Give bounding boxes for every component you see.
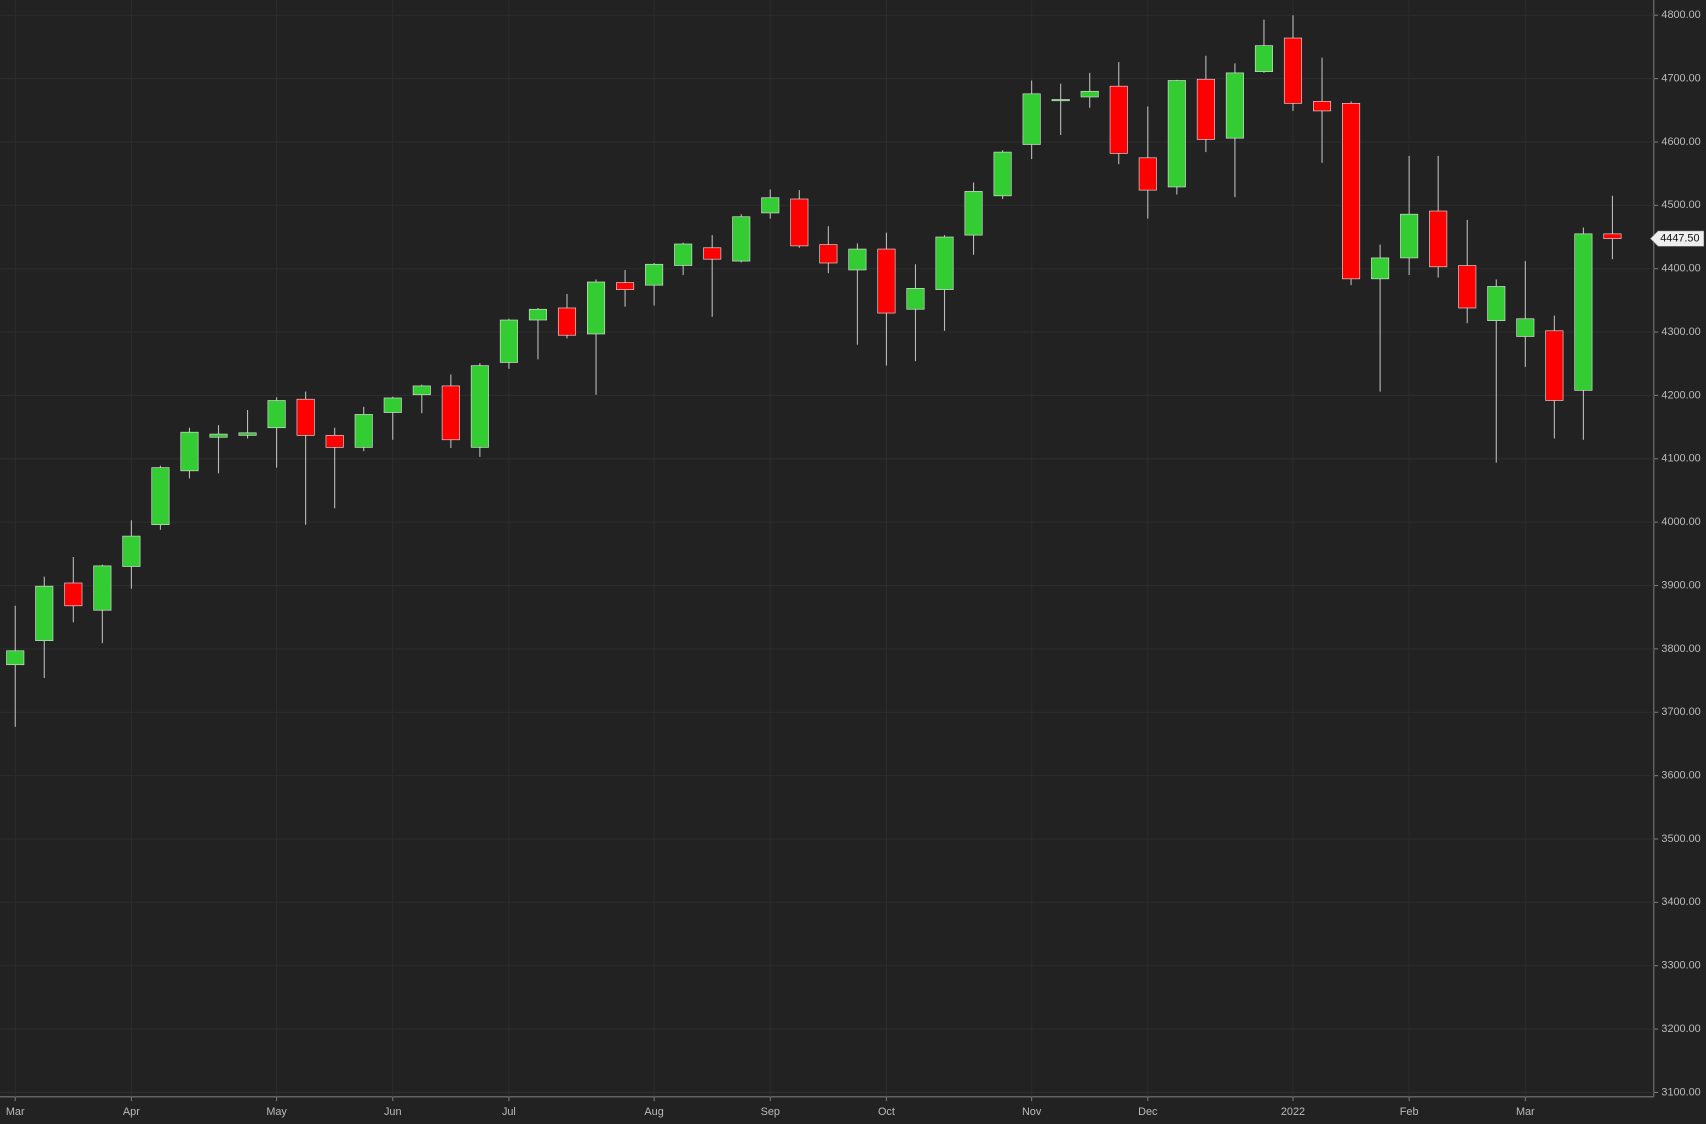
candle-body	[470, 365, 489, 448]
candle-body	[587, 281, 606, 335]
candle-body	[761, 197, 780, 214]
candle-body	[151, 467, 170, 526]
candle-body	[296, 398, 315, 436]
candle-body	[238, 432, 257, 436]
candle-body	[1167, 80, 1186, 188]
candle-body	[64, 582, 83, 607]
candle-body	[935, 236, 954, 290]
candle-body	[499, 319, 518, 363]
y-tick-label: 3900.00	[1661, 579, 1700, 591]
last-price-tag	[1650, 230, 1705, 247]
candle-body	[209, 433, 228, 438]
x-tick-label: Sep	[761, 1106, 780, 1118]
candle-body	[528, 308, 547, 321]
candle-body	[964, 191, 983, 236]
candle-body	[1400, 213, 1419, 259]
x-tick-label: Dec	[1138, 1106, 1158, 1118]
candle-body	[790, 198, 809, 247]
x-tick-label: Mar	[6, 1106, 25, 1118]
x-tick-label: Jun	[384, 1106, 402, 1118]
candle-body	[703, 247, 722, 260]
candle-body	[325, 435, 344, 448]
candle-body	[1022, 93, 1041, 145]
candle-body	[1603, 233, 1622, 239]
candle-body	[267, 400, 286, 429]
candle-body	[848, 248, 867, 271]
candle-body	[616, 282, 635, 290]
y-tick-label: 3200.00	[1661, 1023, 1700, 1035]
candle-body	[412, 385, 431, 396]
candle-body	[354, 414, 373, 448]
candle-body	[6, 650, 25, 666]
y-tick-label: 3500.00	[1661, 833, 1700, 845]
y-tick-label: 4500.00	[1661, 199, 1700, 211]
y-tick-label: 4200.00	[1661, 389, 1700, 401]
y-tick-label: 3600.00	[1661, 769, 1700, 781]
candle-body	[1429, 210, 1448, 268]
candle-body	[93, 565, 112, 611]
candle-body	[674, 243, 693, 266]
x-tick-label: Feb	[1400, 1106, 1419, 1118]
candle-body	[1458, 265, 1477, 309]
candle-body	[1487, 286, 1506, 321]
candle-body	[1080, 90, 1099, 98]
candle-body	[877, 248, 896, 314]
y-tick-label: 4000.00	[1661, 516, 1700, 528]
candle-body	[1109, 85, 1128, 154]
x-tick-label: Apr	[123, 1106, 140, 1118]
y-tick-label: 4800.00	[1661, 9, 1700, 21]
candle-body	[1574, 233, 1593, 391]
y-tick-label: 3300.00	[1661, 960, 1700, 972]
candle-body	[1196, 78, 1215, 140]
candle-body	[441, 385, 460, 441]
x-tick-label: Jul	[502, 1106, 516, 1118]
candle-body	[1051, 99, 1070, 102]
candle-body	[645, 263, 664, 286]
candle-body	[180, 431, 199, 472]
candle-body	[122, 535, 141, 567]
candle-body	[1138, 157, 1157, 191]
candle-body	[1313, 101, 1332, 112]
candle-body	[1254, 45, 1273, 72]
candle-body	[819, 244, 838, 264]
x-tick-label: Nov	[1022, 1106, 1042, 1118]
x-tick-label: Mar	[1516, 1106, 1535, 1118]
y-tick-label: 3800.00	[1661, 643, 1700, 655]
x-tick-label: May	[266, 1106, 287, 1118]
candle-body	[732, 216, 751, 262]
candle-body	[1225, 72, 1244, 139]
candle-body	[1371, 257, 1390, 280]
candle-body	[1283, 37, 1303, 104]
candle-body	[993, 151, 1012, 197]
candle-body	[557, 307, 577, 336]
y-tick-label: 4400.00	[1661, 263, 1700, 275]
x-tick-label: 2022	[1281, 1106, 1305, 1118]
y-tick-label: 4700.00	[1661, 72, 1700, 84]
y-tick-label: 4300.00	[1661, 326, 1700, 338]
candle-body	[1342, 102, 1361, 280]
y-tick-label: 4600.00	[1661, 136, 1700, 148]
y-tick-label: 4100.00	[1661, 453, 1700, 465]
x-tick-label: Aug	[644, 1106, 663, 1118]
candle-body	[1545, 330, 1564, 401]
y-tick-label: 3100.00	[1661, 1086, 1700, 1098]
last-price-label: 4447.50	[1660, 232, 1699, 244]
candle-body	[906, 288, 925, 310]
candle-body	[383, 397, 402, 413]
candle-body	[35, 585, 54, 641]
x-tick-label: Oct	[878, 1106, 895, 1118]
y-tick-label: 3700.00	[1661, 706, 1700, 718]
candle-body	[1516, 318, 1535, 337]
y-tick-label: 3400.00	[1661, 896, 1700, 908]
